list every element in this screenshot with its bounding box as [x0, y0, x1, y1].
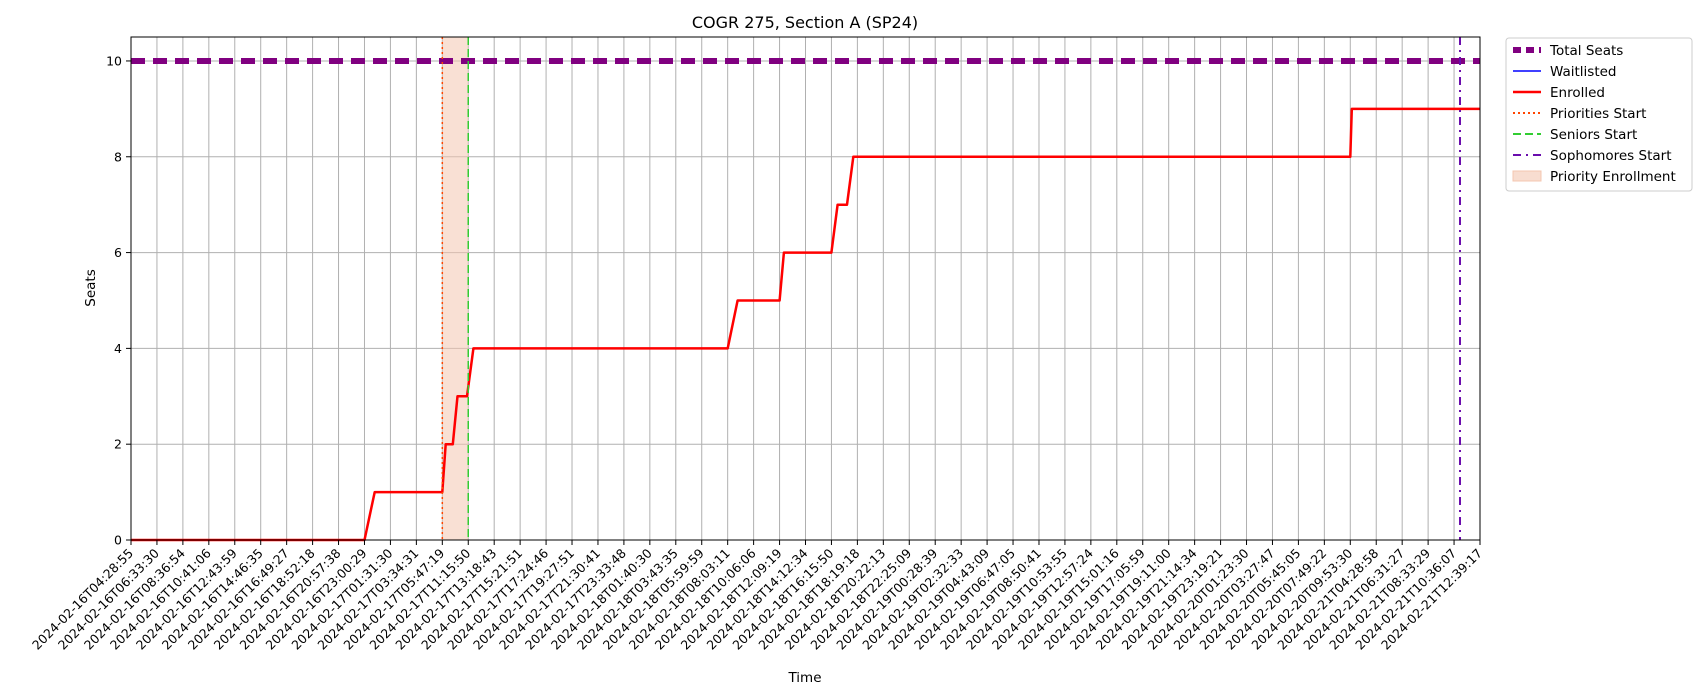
y-tick-label: 0	[114, 533, 122, 548]
legend-label-sophomores-start: Sophomores Start	[1550, 148, 1672, 164]
legend-label-enrolled: Enrolled	[1550, 85, 1605, 101]
y-tick-label: 8	[114, 149, 122, 164]
legend: Total Seats Waitlisted Enrolled Priorities …	[1505, 37, 1693, 192]
y-axis-label: Seats	[83, 269, 99, 306]
chart-title: COGR 275, Section A (SP24)	[692, 13, 918, 32]
y-tick-label: 10	[106, 53, 122, 68]
legend-label-waitlisted: Waitlisted	[1550, 64, 1617, 80]
x-axis-label: Time	[787, 670, 821, 686]
legend-swatch-priority-enrollment	[1512, 170, 1542, 182]
y-tick-label: 4	[114, 341, 122, 356]
y-tick-label: 2	[114, 437, 122, 452]
legend-label-seniors-start: Seniors Start	[1550, 127, 1637, 143]
y-tick-label: 6	[114, 245, 122, 260]
legend-box	[1505, 37, 1693, 192]
series-enrolled	[131, 107, 1480, 542]
legend-label-total-seats: Total Seats	[1549, 43, 1623, 59]
priority-enrollment-region	[442, 37, 469, 540]
legend-label-priorities-start: Priorities Start	[1550, 106, 1646, 122]
legend-label-priority-enrollment: Priority Enrollment	[1550, 169, 1676, 185]
